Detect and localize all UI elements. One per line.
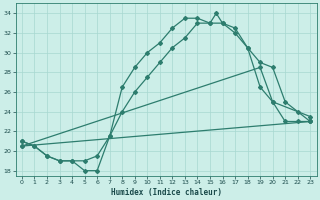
X-axis label: Humidex (Indice chaleur): Humidex (Indice chaleur) bbox=[111, 188, 221, 197]
